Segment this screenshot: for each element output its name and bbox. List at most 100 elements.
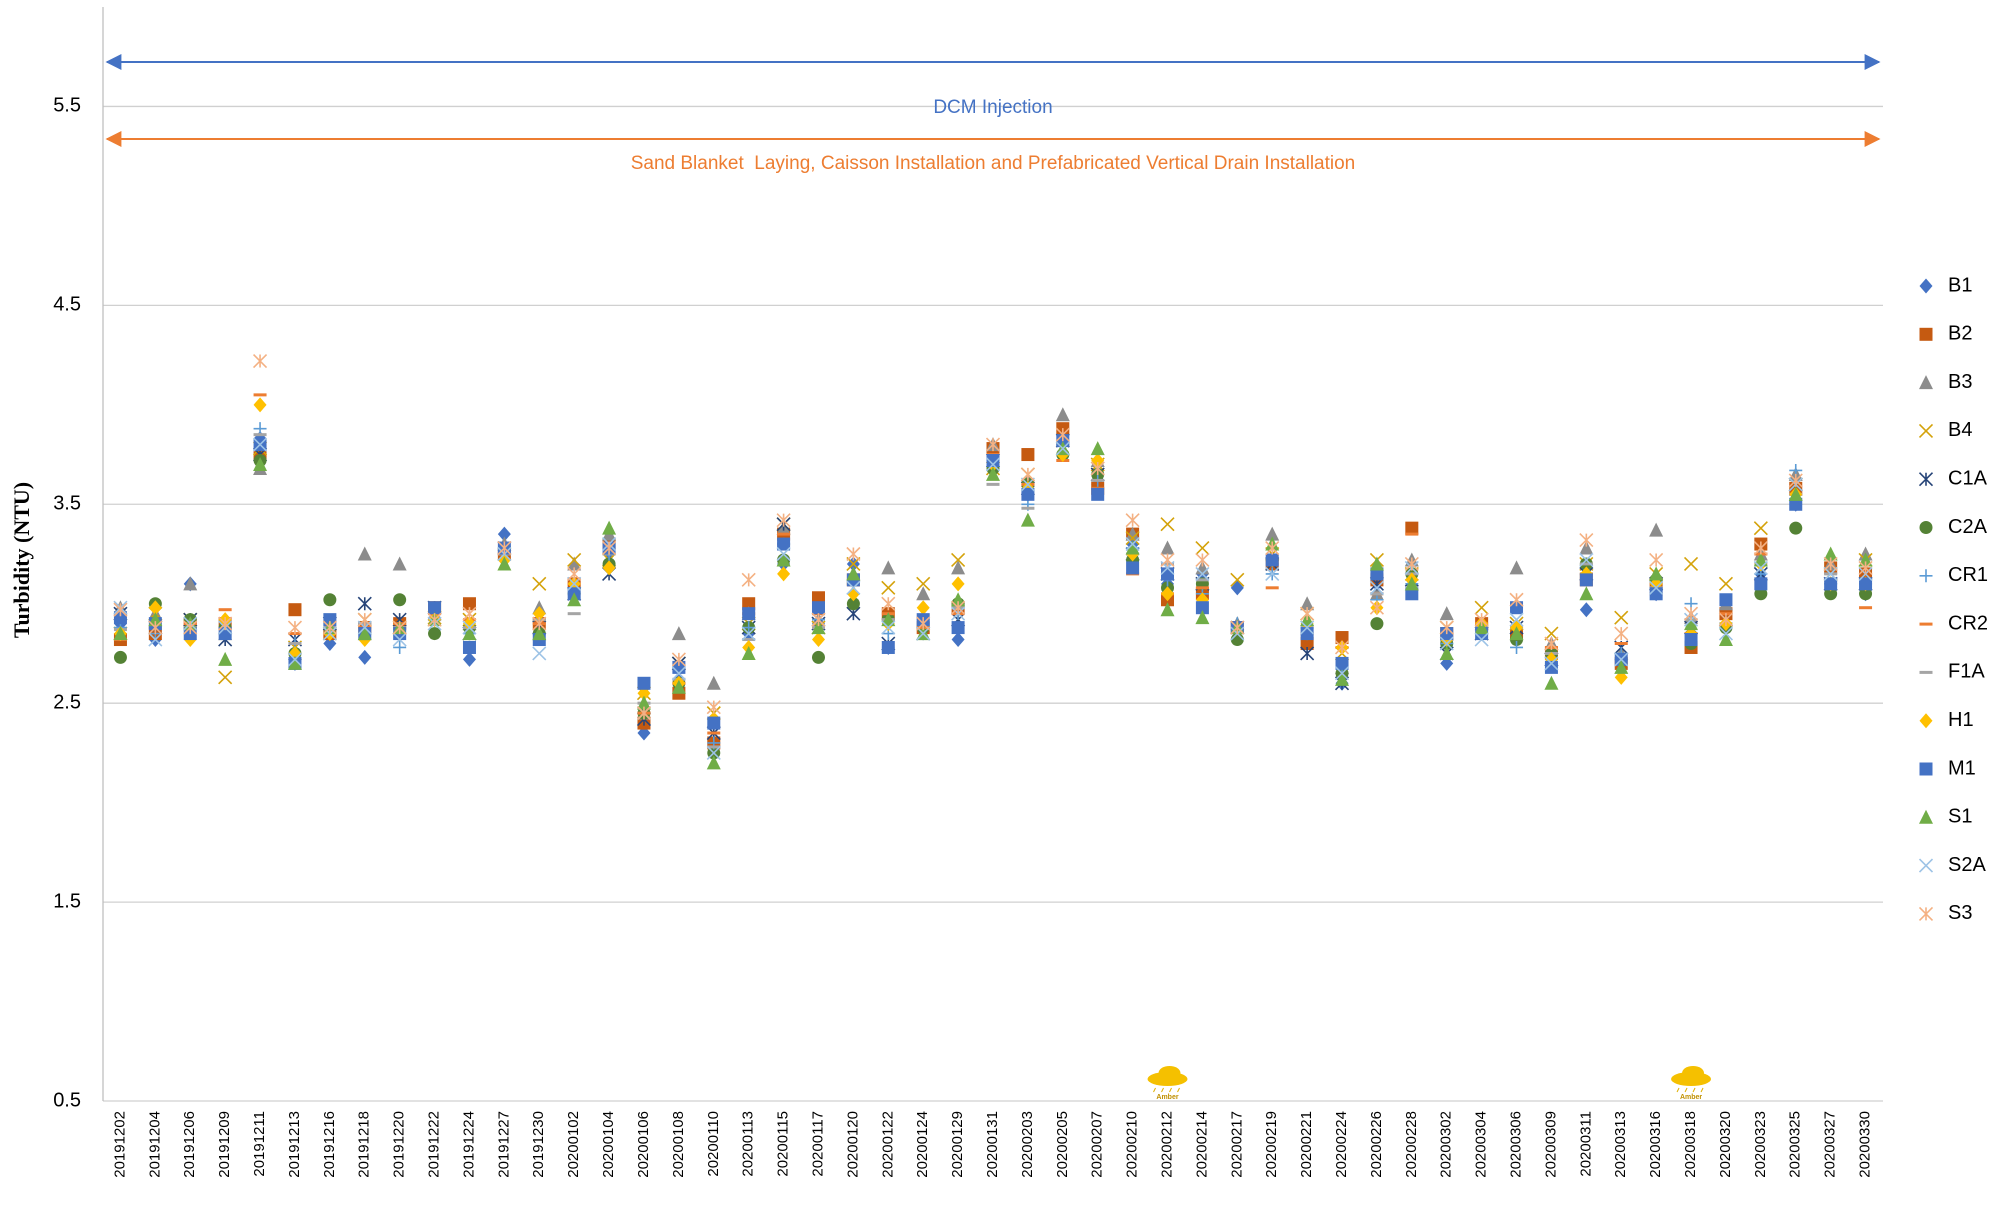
legend-marker xyxy=(1918,472,1934,487)
x-tick-label: 20200113 xyxy=(740,1111,757,1177)
point xyxy=(1754,577,1768,591)
point xyxy=(532,616,547,631)
point xyxy=(811,591,825,605)
point xyxy=(357,612,372,627)
point xyxy=(1614,652,1629,667)
point xyxy=(776,513,791,528)
point xyxy=(1160,602,1175,617)
point xyxy=(1265,526,1280,541)
point xyxy=(1718,626,1734,641)
legend-marker xyxy=(1919,809,1933,824)
point xyxy=(951,621,965,635)
point xyxy=(1788,473,1803,488)
point xyxy=(811,612,826,627)
point xyxy=(846,546,861,562)
point xyxy=(1334,666,1350,681)
point xyxy=(881,640,895,654)
point xyxy=(741,645,756,660)
x-tick-label: 20191220 xyxy=(391,1111,408,1178)
point xyxy=(741,572,756,587)
legend-text: CR2 xyxy=(1948,612,1988,634)
x-tick-label: 20200214 xyxy=(1193,1111,1210,1178)
x-tick-label: 20200205 xyxy=(1054,1111,1071,1178)
point xyxy=(636,695,651,710)
point xyxy=(916,626,931,641)
point xyxy=(777,537,791,551)
point xyxy=(567,556,582,571)
point xyxy=(811,632,825,648)
point xyxy=(113,626,128,641)
x-tick-label: 20191206 xyxy=(181,1111,198,1178)
point xyxy=(1544,636,1559,651)
x-tick-label: 20200210 xyxy=(1124,1111,1141,1178)
point xyxy=(1161,586,1175,602)
point xyxy=(497,540,512,556)
point xyxy=(1579,586,1594,601)
point xyxy=(1370,567,1384,581)
point xyxy=(253,456,268,471)
legend-marker xyxy=(1919,521,1933,534)
legend-text: B3 xyxy=(1948,371,1972,393)
point xyxy=(1195,566,1210,581)
point xyxy=(323,593,337,607)
point xyxy=(1020,512,1035,527)
point xyxy=(497,556,512,571)
x-tick-label: 20200309 xyxy=(1542,1111,1559,1178)
point xyxy=(706,700,721,715)
point xyxy=(1369,556,1384,571)
point xyxy=(602,540,617,556)
point xyxy=(1161,567,1175,581)
legend-marker xyxy=(1919,713,1933,729)
legend-text: B2 xyxy=(1948,323,1972,345)
point xyxy=(358,649,372,665)
point xyxy=(1265,566,1280,581)
point xyxy=(1265,553,1279,567)
point xyxy=(811,620,826,635)
point xyxy=(742,597,756,611)
point xyxy=(951,592,966,607)
point xyxy=(287,620,303,635)
legend-text: S3 xyxy=(1948,902,1972,924)
x-tick-label: 20200313 xyxy=(1612,1111,1629,1178)
legend-marker xyxy=(1919,569,1933,583)
legend-text: S2A xyxy=(1948,854,1986,876)
point xyxy=(1509,626,1524,641)
legend-marker xyxy=(1918,423,1934,438)
point xyxy=(1649,552,1664,568)
x-tick-label: 20191202 xyxy=(111,1111,128,1178)
point xyxy=(1824,587,1838,601)
point xyxy=(1614,659,1629,674)
point xyxy=(1579,602,1593,618)
point xyxy=(252,437,268,452)
point xyxy=(322,620,337,635)
point xyxy=(846,580,861,595)
point xyxy=(1300,606,1315,621)
point xyxy=(881,612,896,627)
x-tick-label: 20200226 xyxy=(1368,1111,1385,1178)
legend-text: C2A xyxy=(1948,516,1988,538)
point xyxy=(1055,407,1070,422)
x-tick-label: 20191213 xyxy=(286,1111,303,1178)
x-tick-label: 20200212 xyxy=(1158,1111,1175,1178)
point xyxy=(1369,600,1384,615)
point xyxy=(1160,517,1175,532)
point xyxy=(846,556,861,572)
x-tick-label: 20200108 xyxy=(670,1111,687,1178)
annotation-text: Sand Blanket Laying, Caisson Installatio… xyxy=(631,153,1356,174)
x-tick-label: 20191218 xyxy=(356,1111,373,1178)
x-tick-label: 20200224 xyxy=(1333,1111,1350,1178)
point xyxy=(393,593,407,607)
point xyxy=(1230,620,1245,635)
point xyxy=(1335,631,1349,645)
point xyxy=(636,706,652,721)
point xyxy=(1439,620,1454,635)
point xyxy=(811,650,825,664)
point xyxy=(1335,671,1350,686)
x-tick-label: 20191230 xyxy=(530,1111,547,1178)
point xyxy=(357,596,372,611)
point xyxy=(637,676,651,690)
point xyxy=(951,632,965,648)
y-tick-label: 1.5 xyxy=(53,890,81,912)
